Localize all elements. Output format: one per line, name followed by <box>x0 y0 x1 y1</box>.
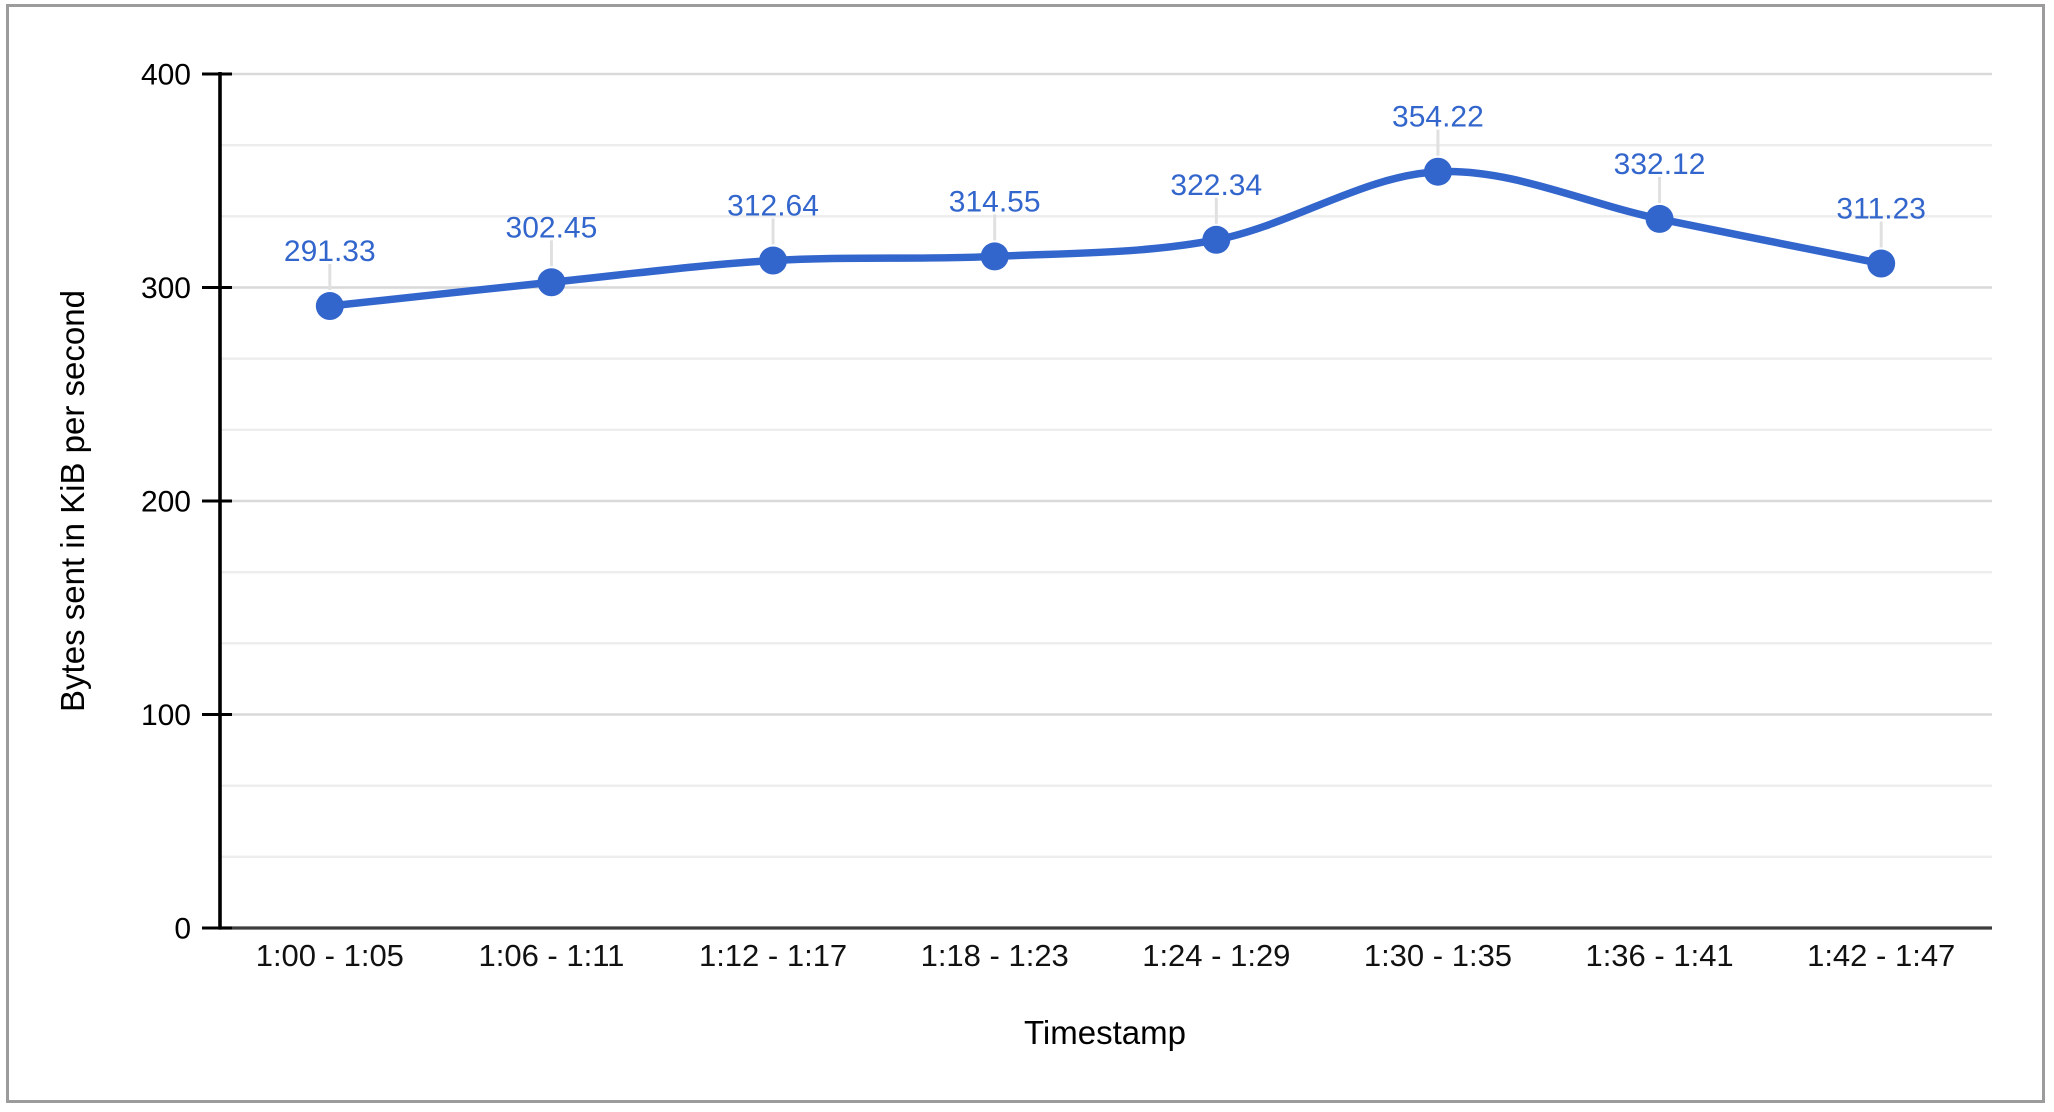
x-axis-label: 1:42 - 1:47 <box>1807 938 1955 973</box>
x-axis-label: 1:12 - 1:17 <box>699 938 847 973</box>
data-point-label: 354.22 <box>1392 101 1484 134</box>
axes-layer <box>202 72 1992 930</box>
data-point[interactable] <box>980 242 1009 271</box>
y-axis-tick-label: 200 <box>141 486 191 519</box>
data-point[interactable] <box>1423 157 1452 186</box>
x-axis-label: 1:30 - 1:35 <box>1364 938 1512 973</box>
data-point[interactable] <box>1867 249 1896 278</box>
y-axis-tick-label: 100 <box>141 699 191 732</box>
x-axis-label: 1:24 - 1:29 <box>1142 938 1290 973</box>
x-axis-label: 1:00 - 1:05 <box>256 938 404 973</box>
data-point-label: 311.23 <box>1836 193 1926 226</box>
y-axis-tick-label: 0 <box>174 913 191 946</box>
series-line <box>326 167 1885 310</box>
data-point[interactable] <box>1645 204 1674 233</box>
data-point-label: 312.64 <box>727 190 819 223</box>
data-point-label: 302.45 <box>506 211 598 244</box>
data-point-label: 322.34 <box>1170 169 1262 202</box>
y-axis-tick-label: 300 <box>141 272 191 305</box>
x-axis-label: 1:18 - 1:23 <box>921 938 1069 973</box>
x-axis-label: 1:06 - 1:11 <box>478 938 624 973</box>
data-point-label: 291.33 <box>284 235 376 268</box>
labels-layer: 0 100 200 300 400 1:00 - 1:05 1:06 - 1:11 1:12 … <box>141 59 1955 974</box>
y-axis-tick-label: 400 <box>141 59 191 92</box>
y-axis-title: Bytes sent in KiB per second <box>54 290 91 712</box>
data-point-label: 332.12 <box>1614 148 1706 181</box>
x-axis-title: Timestamp <box>1024 1014 1186 1051</box>
data-point[interactable] <box>537 268 566 297</box>
x-axis-label: 1:36 - 1:41 <box>1585 938 1733 973</box>
data-point[interactable] <box>759 246 788 275</box>
series-layer <box>315 129 1896 321</box>
gridlines-layer <box>219 72 1992 859</box>
chart-frame <box>6 4 2045 1103</box>
data-point-label: 314.55 <box>949 185 1041 218</box>
data-point[interactable] <box>315 292 344 321</box>
data-point[interactable] <box>1202 225 1231 254</box>
